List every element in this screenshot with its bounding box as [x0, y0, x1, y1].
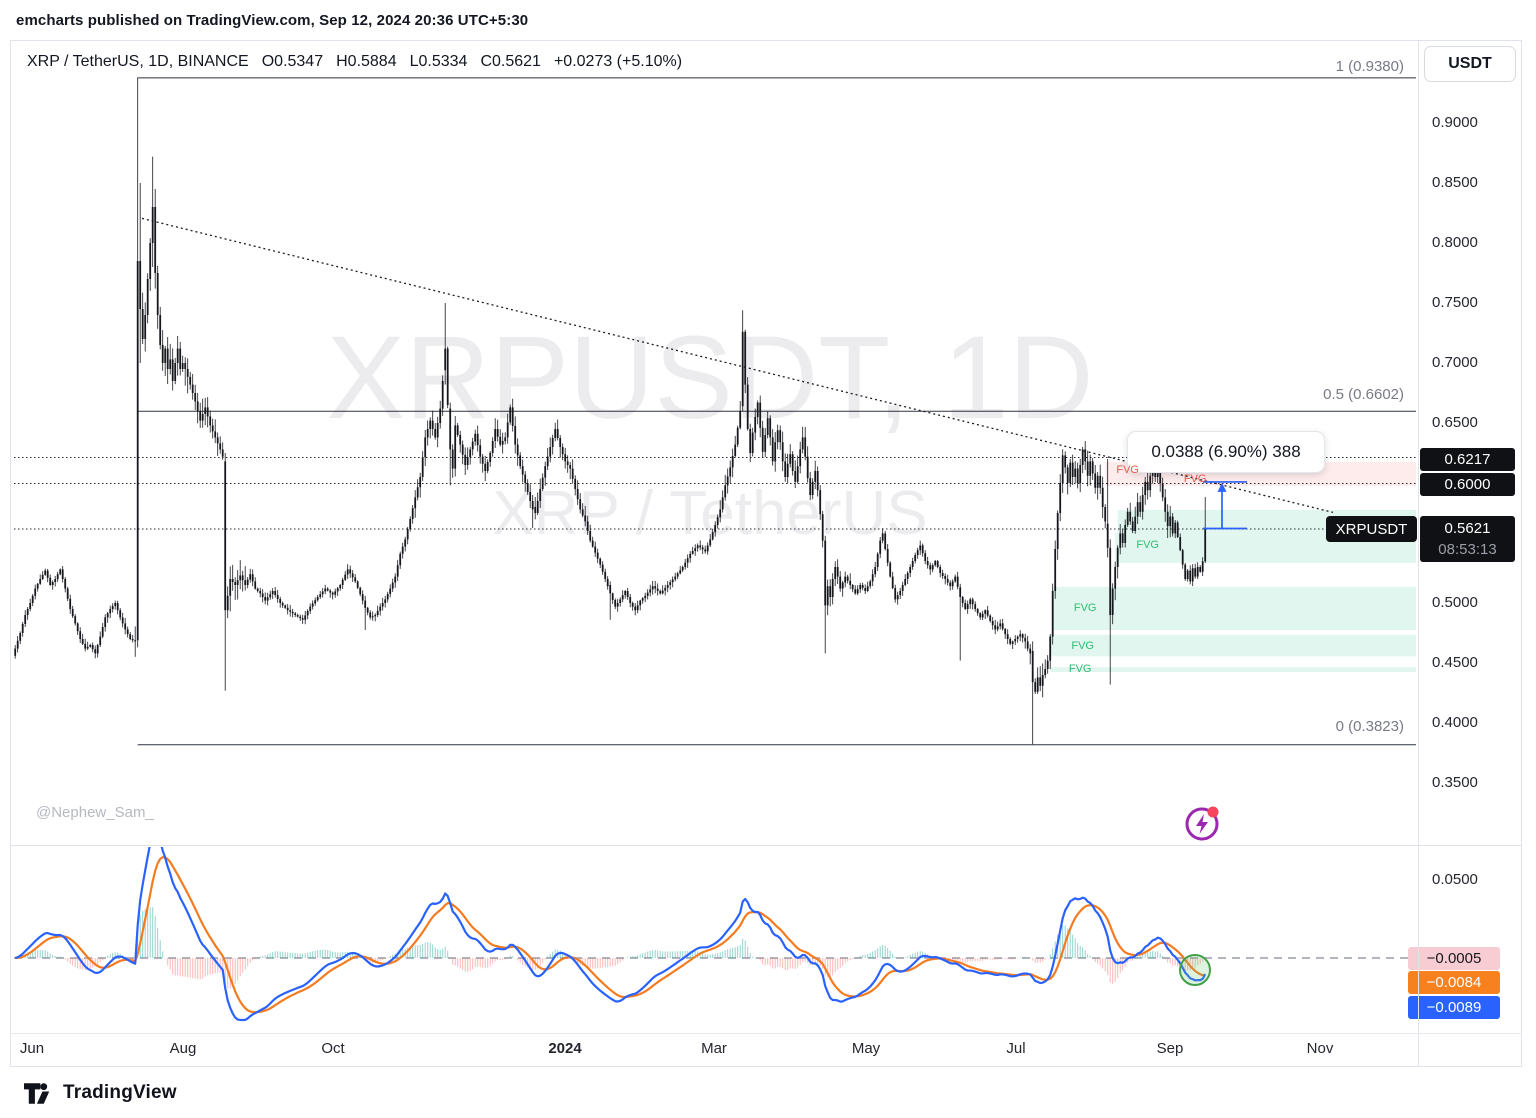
flash-boost-icon[interactable] [1181, 802, 1223, 844]
fvg-zone-label: FVG [1071, 639, 1094, 652]
bar-countdown: 08:53:13 [1438, 541, 1497, 558]
month-label[interactable]: May [851, 1040, 881, 1057]
month-label[interactable]: Mar [701, 1040, 727, 1057]
month-label[interactable]: Jun [19, 1040, 45, 1057]
indicator-main-badge: −0.0089 [1408, 996, 1500, 1019]
symbol-watermark: XRPUSDT, 1D [326, 312, 1094, 444]
price-tick-label: 0.6500 [1432, 414, 1478, 431]
price-tick-label: 0.5000 [1432, 594, 1478, 611]
indicator-hist-badge: −0.0005 [1408, 947, 1500, 970]
price-tick-label: 0.4000 [1432, 714, 1478, 731]
legend-close: C0.5621 [480, 53, 541, 70]
footer: TradingView [24, 1082, 177, 1104]
time-axis-separator [10, 1033, 1522, 1034]
legend-change: +0.0273 (+5.10%) [553, 53, 683, 70]
tradingview-logo-text[interactable]: TradingView [63, 1082, 177, 1103]
last-price-value: 0.5621 [1444, 520, 1491, 537]
fvg-zone-label: FVG [1068, 663, 1092, 676]
price-tick-label: 0.8500 [1432, 174, 1478, 191]
author-watermark: @Nephew_Sam_ [36, 804, 154, 821]
chart-legend: XRP / TetherUS, 1D, BINANCE O0.5347 H0.588… [27, 53, 695, 71]
symbol-price-label: XRPUSDT [1326, 516, 1417, 542]
price-tick-label: 0.4500 [1432, 654, 1478, 671]
tradingview-logo-icon [24, 1082, 50, 1104]
fib-level-label: 0.5 (0.6602) [1323, 386, 1404, 403]
fvg-zone-label: FVG [1136, 539, 1159, 552]
indicator-tick-label: 0.0500 [1432, 871, 1478, 888]
lightning-bolt-icon [1196, 814, 1208, 834]
price-tick-label: 0.3500 [1432, 774, 1478, 791]
fib-level-label: 0 (0.3823) [1335, 718, 1404, 735]
legend-symbol: XRP / TetherUS, 1D, BINANCE [27, 53, 249, 70]
chart-canvas[interactable] [10, 40, 1522, 1067]
legend-high: H0.5884 [336, 53, 397, 70]
price-tick-label: 0.8000 [1432, 234, 1478, 251]
last-price-badge: 0.5621 08:53:13 [1420, 516, 1515, 562]
indicator-signal-badge: −0.0084 [1408, 971, 1500, 994]
symbol-watermark-sub: XRP / TetherUS [492, 479, 928, 548]
price-level-badge-0_6217: 0.6217 [1420, 448, 1515, 471]
month-label[interactable]: Nov [1306, 1040, 1334, 1057]
notification-dot [1207, 806, 1219, 818]
price-tick-label: 0.9000 [1432, 114, 1478, 131]
legend-open: O0.5347 [261, 53, 324, 70]
publish-title: emcharts published on TradingView.com, S… [16, 12, 529, 29]
price-tick-label: 0.7500 [1432, 294, 1478, 311]
axis-separator-vertical [1418, 40, 1419, 1067]
fvg-zone-label: FVG [1116, 464, 1139, 477]
pane-separator[interactable] [10, 845, 1522, 846]
month-label[interactable]: Jul [1006, 1040, 1026, 1057]
price-tick-label: 0.7000 [1432, 354, 1478, 371]
fvg-zone-label: FVG [1183, 473, 1207, 486]
currency-toggle-button[interactable]: USDT [1424, 46, 1516, 82]
fib-level-label: 1 (0.9380) [1335, 58, 1404, 75]
fvg-zone-label: FVG [1073, 602, 1097, 615]
month-label[interactable]: 2024 [548, 1040, 582, 1057]
measure-tooltip: 0.0388 (6.90%) 388 [1127, 431, 1325, 473]
price-level-badge-0_6000: 0.6000 [1420, 473, 1515, 496]
legend-low: L0.5334 [409, 53, 468, 70]
month-label[interactable]: Oct [321, 1040, 345, 1057]
month-label[interactable]: Sep [1156, 1040, 1184, 1057]
month-label[interactable]: Aug [169, 1040, 197, 1057]
